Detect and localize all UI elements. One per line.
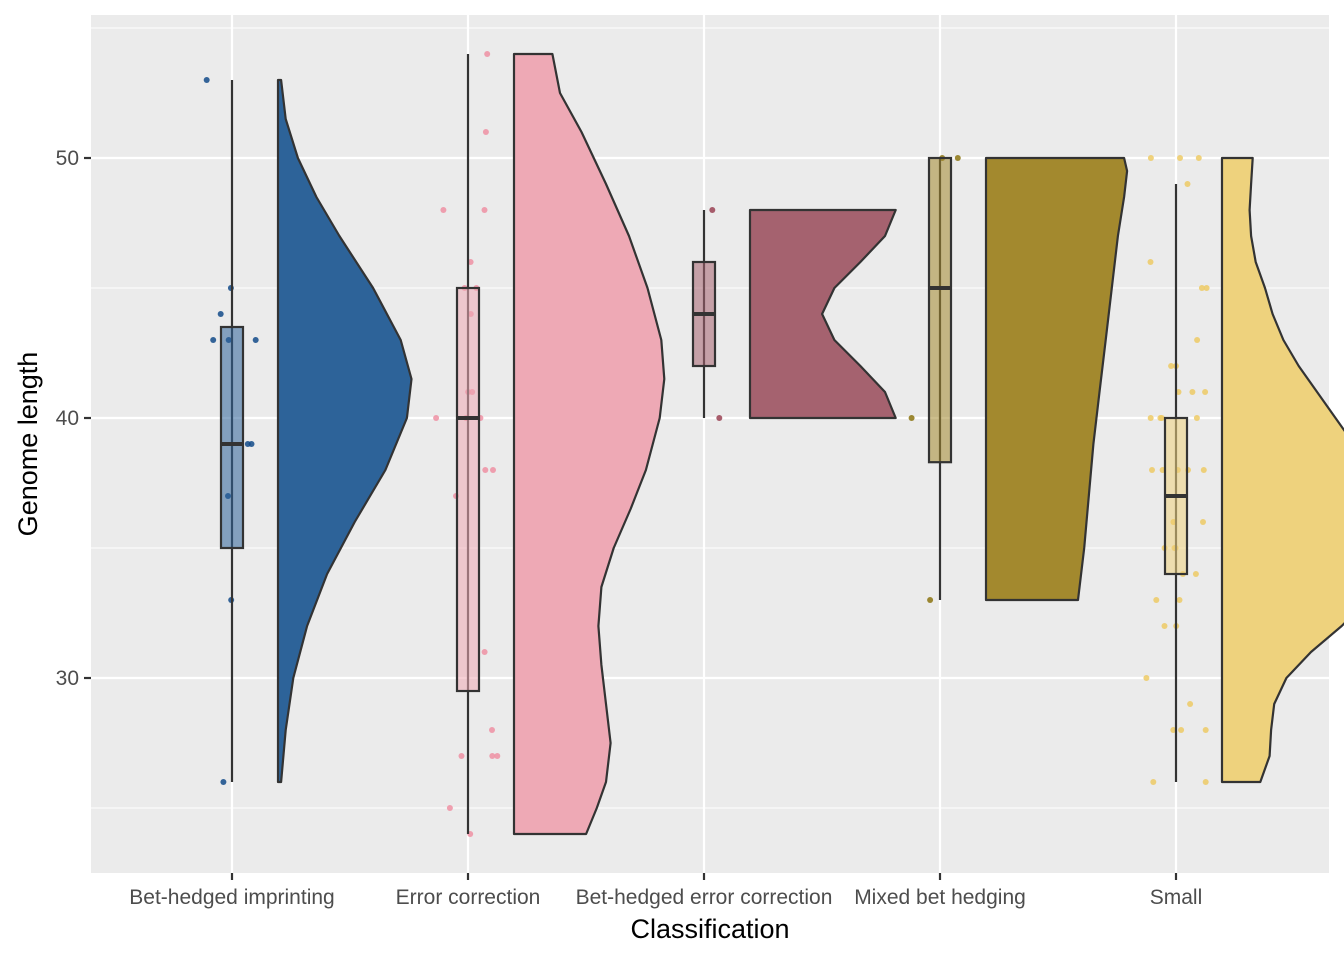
data-point xyxy=(1203,285,1210,291)
data-point xyxy=(203,77,210,83)
data-point xyxy=(490,467,496,473)
x-tick-label: Bet-hedged error correction xyxy=(576,886,833,909)
group-1 xyxy=(203,77,413,785)
box-iqr xyxy=(219,325,245,550)
data-point xyxy=(489,727,495,733)
data-point xyxy=(1193,415,1200,421)
x-tick-label: Bet-hedged imprinting xyxy=(129,886,334,909)
data-point xyxy=(954,155,961,161)
data-point xyxy=(1143,675,1150,681)
y-tick-label: 30 xyxy=(56,667,79,690)
data-point xyxy=(1147,415,1154,421)
density-cloud xyxy=(748,208,897,420)
data-point xyxy=(217,311,224,317)
data-point xyxy=(1202,727,1209,733)
data-point xyxy=(440,207,447,213)
data-point xyxy=(481,207,488,213)
data-point xyxy=(210,337,217,343)
data-point xyxy=(489,753,496,759)
y-tick-label: 50 xyxy=(56,147,79,170)
data-point xyxy=(484,51,491,57)
data-point xyxy=(1184,181,1191,187)
data-point xyxy=(481,649,488,655)
group-3 xyxy=(691,207,897,421)
data-point xyxy=(927,597,934,603)
y-tick-label: 40 xyxy=(56,407,79,430)
axes: 30 40 50 Bet-hedged imprinting Error correct… xyxy=(56,147,1203,909)
data-point xyxy=(1187,701,1194,707)
data-point xyxy=(1150,779,1157,785)
data-point xyxy=(220,779,227,785)
data-point xyxy=(1189,389,1196,395)
density-cloud xyxy=(276,78,413,784)
data-point xyxy=(1178,727,1185,733)
data-point xyxy=(709,207,716,213)
data-point xyxy=(482,129,489,135)
data-point xyxy=(458,753,465,759)
data-point xyxy=(1198,285,1205,291)
data-point xyxy=(1192,571,1199,577)
x-tick-label: Error correction xyxy=(396,886,541,909)
x-tick-label: Mixed bet hedging xyxy=(854,886,1026,909)
density-cloud xyxy=(512,52,666,836)
data-point xyxy=(1153,597,1160,603)
x-axis-title: Classification xyxy=(630,914,789,944)
x-tick-label: Small xyxy=(1150,886,1203,909)
data-point xyxy=(1161,623,1168,629)
data-point xyxy=(1195,155,1202,161)
data-point xyxy=(1202,389,1209,395)
plot-panel xyxy=(91,15,1329,873)
data-point xyxy=(252,337,259,343)
data-point xyxy=(482,467,489,473)
box-iqr xyxy=(455,286,481,693)
y-axis-title: Genome length xyxy=(13,352,43,537)
data-point xyxy=(1202,779,1209,785)
density-cloud xyxy=(1220,156,1344,784)
data-point xyxy=(1147,155,1154,161)
data-point xyxy=(1176,597,1183,603)
data-point xyxy=(494,753,501,759)
data-point xyxy=(433,415,440,421)
data-point xyxy=(244,441,251,447)
data-point xyxy=(716,415,723,421)
data-point xyxy=(1170,727,1177,733)
box-iqr xyxy=(927,156,953,464)
chart-marks xyxy=(203,51,1344,837)
data-point xyxy=(1200,467,1207,473)
group-4 xyxy=(908,155,1129,603)
data-point xyxy=(1177,155,1183,161)
data-point xyxy=(1147,259,1154,265)
data-point xyxy=(1200,519,1206,525)
data-point xyxy=(446,805,453,811)
density-cloud xyxy=(984,156,1129,602)
data-point xyxy=(1149,467,1155,473)
data-point xyxy=(908,415,915,421)
data-point xyxy=(1158,415,1165,421)
data-point xyxy=(1194,337,1201,343)
group-5 xyxy=(1143,155,1344,785)
group-2 xyxy=(433,51,666,837)
data-point xyxy=(1168,363,1175,369)
